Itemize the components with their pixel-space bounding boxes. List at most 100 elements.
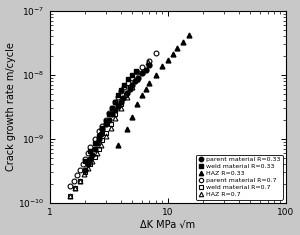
HAZ R=0.7 (74, 187, 77, 189)
HAZ R=0.7 (109, 126, 113, 129)
Line: weld material R=0.7: weld material R=0.7 (68, 84, 133, 198)
parent material R=0.33 (116, 105, 120, 108)
HAZ R=0.7 (146, 60, 150, 63)
HAZ R=0.33 (187, 33, 190, 36)
parent material R=0.7 (75, 174, 79, 176)
parent material R=0.33 (119, 100, 122, 103)
parent material R=0.7 (93, 137, 96, 140)
HAZ R=0.7 (82, 173, 86, 176)
parent material R=0.7 (97, 130, 101, 133)
parent material R=0.7 (116, 96, 120, 98)
HAZ R=0.7 (104, 135, 108, 137)
parent material R=0.33 (113, 109, 117, 112)
parent material R=0.33 (104, 123, 108, 125)
parent material R=0.33 (125, 92, 129, 94)
weld material R=0.33 (119, 89, 122, 91)
parent material R=0.33 (91, 154, 94, 157)
weld material R=0.7 (104, 131, 108, 134)
HAZ R=0.33 (154, 73, 158, 76)
weld material R=0.7 (88, 163, 92, 166)
parent material R=0.33 (93, 147, 96, 150)
parent material R=0.33 (99, 132, 102, 135)
HAZ R=0.7 (86, 167, 89, 169)
parent material R=0.7 (81, 163, 84, 166)
parent material R=0.7 (100, 124, 104, 127)
HAZ R=0.7 (113, 117, 117, 120)
parent material R=0.7 (148, 59, 151, 62)
parent material R=0.33 (111, 113, 114, 116)
HAZ R=0.33 (175, 47, 179, 50)
parent material R=0.33 (144, 68, 147, 71)
parent material R=0.33 (83, 169, 87, 172)
Line: parent material R=0.33: parent material R=0.33 (83, 63, 152, 173)
parent material R=0.7 (135, 71, 139, 74)
HAZ R=0.33 (125, 128, 129, 131)
HAZ R=0.7 (99, 144, 102, 146)
parent material R=0.7 (130, 76, 134, 79)
parent material R=0.33 (86, 163, 89, 166)
parent material R=0.33 (136, 76, 140, 79)
weld material R=0.7 (69, 194, 72, 197)
Line: parent material R=0.7: parent material R=0.7 (68, 51, 159, 189)
weld material R=0.33 (116, 94, 120, 97)
HAZ R=0.33 (135, 102, 139, 105)
parent material R=0.7 (113, 101, 117, 104)
weld material R=0.33 (107, 113, 111, 116)
weld material R=0.7 (119, 102, 122, 105)
weld material R=0.33 (100, 126, 104, 129)
X-axis label: ΔK MPa √m: ΔK MPa √m (140, 219, 195, 229)
parent material R=0.7 (78, 169, 82, 172)
Line: HAZ R=0.7: HAZ R=0.7 (68, 59, 150, 198)
weld material R=0.7 (97, 147, 101, 150)
parent material R=0.7 (72, 180, 76, 182)
parent material R=0.33 (140, 72, 143, 75)
parent material R=0.33 (88, 158, 92, 161)
parent material R=0.7 (107, 112, 111, 115)
weld material R=0.33 (83, 160, 87, 162)
parent material R=0.7 (154, 51, 158, 54)
HAZ R=0.33 (148, 81, 151, 84)
weld material R=0.33 (93, 142, 96, 145)
weld material R=0.33 (134, 70, 138, 72)
parent material R=0.33 (107, 118, 111, 121)
parent material R=0.7 (140, 66, 143, 69)
parent material R=0.7 (86, 152, 89, 154)
weld material R=0.33 (130, 73, 134, 76)
weld material R=0.33 (104, 120, 108, 122)
weld material R=0.33 (97, 135, 101, 137)
HAZ R=0.7 (91, 160, 94, 162)
HAZ R=0.7 (119, 107, 122, 110)
parent material R=0.33 (100, 128, 104, 131)
HAZ R=0.33 (144, 88, 147, 90)
parent material R=0.7 (119, 90, 122, 93)
HAZ R=0.33 (140, 94, 143, 97)
weld material R=0.33 (88, 149, 92, 152)
weld material R=0.33 (111, 107, 114, 110)
parent material R=0.33 (97, 137, 101, 140)
HAZ R=0.33 (116, 144, 120, 146)
parent material R=0.33 (130, 83, 134, 86)
HAZ R=0.33 (181, 41, 185, 44)
parent material R=0.7 (126, 81, 130, 84)
parent material R=0.7 (104, 118, 108, 121)
Line: HAZ R=0.33: HAZ R=0.33 (116, 32, 191, 147)
weld material R=0.7 (78, 180, 82, 182)
parent material R=0.33 (128, 88, 132, 90)
weld material R=0.7 (74, 187, 77, 189)
parent material R=0.7 (123, 85, 126, 88)
parent material R=0.7 (111, 107, 114, 110)
parent material R=0.33 (134, 80, 137, 82)
HAZ R=0.7 (78, 180, 82, 182)
HAZ R=0.7 (135, 78, 139, 81)
HAZ R=0.33 (160, 65, 164, 68)
weld material R=0.33 (126, 78, 130, 81)
weld material R=0.7 (128, 85, 132, 88)
weld material R=0.7 (100, 139, 104, 142)
parent material R=0.33 (122, 97, 125, 100)
parent material R=0.33 (95, 142, 98, 145)
weld material R=0.7 (124, 94, 128, 97)
weld material R=0.33 (123, 83, 126, 86)
weld material R=0.7 (93, 156, 96, 158)
parent material R=0.7 (69, 185, 72, 188)
parent material R=0.7 (88, 145, 92, 148)
